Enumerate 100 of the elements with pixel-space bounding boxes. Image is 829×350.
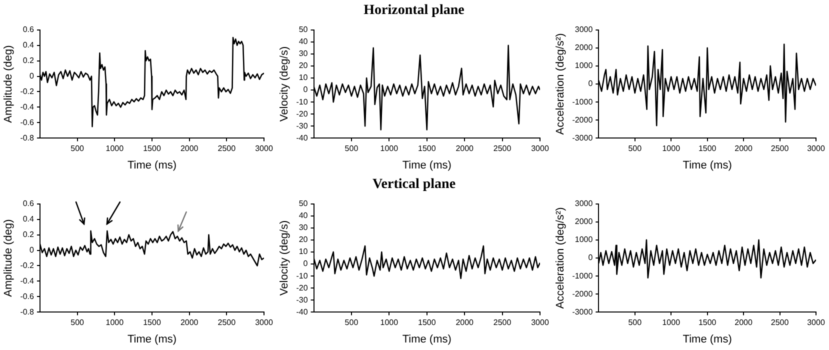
y-tick-label: -0.6 <box>20 118 35 127</box>
x-tick-label: 1500 <box>143 144 162 154</box>
y-tick-label: -1000 <box>572 271 594 280</box>
y-axis-title: Acceleration (deg/s²) <box>554 207 567 309</box>
y-tick-label: 3000 <box>574 199 594 208</box>
y-tick-label: -0.6 <box>20 292 35 301</box>
x-tick-label: 2000 <box>456 144 474 154</box>
x-tick-label: 500 <box>344 318 359 328</box>
y-tick-label: -0.4 <box>20 276 35 286</box>
x-tick-label: 1000 <box>380 318 399 328</box>
x-tick-label: 2000 <box>734 318 754 328</box>
y-tick-label: -20 <box>296 283 308 292</box>
y-tick-label: 0.6 <box>22 25 35 34</box>
y-tick-label: 50 <box>298 199 308 208</box>
y-tick-label: -20 <box>296 109 308 118</box>
y-axis-title: Amplitude (deg) <box>2 45 15 123</box>
x-tick-label: 1500 <box>418 318 436 328</box>
x-tick-label: 2500 <box>770 144 790 154</box>
x-tick-label: 1000 <box>662 144 681 154</box>
y-tick-label: 0.6 <box>22 199 35 208</box>
x-tick-label: 2000 <box>456 318 474 328</box>
x-tick-label: 2000 <box>180 318 199 328</box>
x-tick-label: 500 <box>628 144 642 154</box>
y-tick-label: 0 <box>30 71 35 80</box>
x-tick-label: 500 <box>70 144 85 154</box>
y-tick-label: 0.4 <box>22 40 35 50</box>
y-axis-title: Acceleration (deg/s²) <box>554 33 567 135</box>
x-tick-label: 1500 <box>698 144 717 154</box>
y-tick-label: -10 <box>296 97 308 106</box>
x-tick-label: 2000 <box>734 144 754 154</box>
x-axis-title: Time (ms) <box>127 333 177 346</box>
x-tick-label: 500 <box>70 318 85 328</box>
x-tick-label: 3000 <box>531 144 550 154</box>
y-axis-title: Velocity (deg/s) <box>278 46 291 122</box>
x-tick-label: 2500 <box>770 318 790 328</box>
x-tick-label: 500 <box>628 318 642 328</box>
x-tick-label: 3000 <box>255 318 274 328</box>
x-tick-label: 1000 <box>106 144 124 154</box>
y-tick-label: 0.4 <box>22 214 35 224</box>
y-tick-label: -3000 <box>572 307 594 316</box>
y-tick-label: 40 <box>298 211 308 220</box>
chart-title: Vertical plane <box>371 176 457 194</box>
y-tick-label: -0.8 <box>20 307 35 316</box>
y-tick-label: 0 <box>303 259 308 268</box>
x-axis-title: Time (ms) <box>402 333 452 346</box>
x-axis-title: Time (ms) <box>682 159 732 172</box>
x-tick-label: 3000 <box>807 144 826 154</box>
y-tick-label: -1000 <box>572 97 594 106</box>
y-tick-label: 30 <box>298 223 308 232</box>
y-tick-label: 0 <box>588 253 594 262</box>
y-axis-title: Amplitude (deg) <box>2 219 15 297</box>
y-tick-label: 40 <box>298 37 308 46</box>
y-tick-label: -0.8 <box>20 133 35 142</box>
y-tick-label: 0 <box>30 245 35 254</box>
x-tick-label: 500 <box>344 144 359 154</box>
y-tick-label: 20 <box>298 61 308 70</box>
x-tick-label: 3000 <box>255 144 274 154</box>
y-tick-label: -30 <box>296 121 308 130</box>
y-tick-label: -2000 <box>572 289 594 298</box>
x-tick-label: 2000 <box>180 144 199 154</box>
y-tick-label: 1000 <box>574 235 594 244</box>
y-tick-label: 30 <box>298 49 308 58</box>
y-tick-label: -2000 <box>572 115 594 124</box>
x-axis-title: Time (ms) <box>402 159 452 172</box>
x-tick-label: 3000 <box>807 318 826 328</box>
x-axis-title: Time (ms) <box>127 159 177 172</box>
y-tick-label: 10 <box>298 247 308 256</box>
y-axis-title: Velocity (deg/s) <box>278 220 291 296</box>
x-tick-label: 2500 <box>493 318 512 328</box>
y-tick-label: 10 <box>298 73 308 82</box>
chart-title: Horizontal plane <box>362 2 466 20</box>
x-tick-label: 1000 <box>106 318 124 328</box>
y-tick-label: -30 <box>296 295 308 304</box>
y-tick-label: 0 <box>303 85 308 94</box>
x-tick-label: 1500 <box>418 144 436 154</box>
y-tick-label: 0 <box>588 79 594 88</box>
x-tick-label: 2500 <box>218 144 236 154</box>
x-tick-label: 1500 <box>698 318 717 328</box>
y-tick-label: 1000 <box>574 61 594 70</box>
y-tick-label: 0.2 <box>22 56 35 65</box>
y-tick-label: 3000 <box>574 25 594 34</box>
y-tick-label: 0.2 <box>22 230 35 239</box>
y-tick-label: -0.4 <box>20 102 35 112</box>
x-tick-label: 3000 <box>531 318 550 328</box>
y-tick-label: -0.2 <box>20 260 35 270</box>
y-tick-label: 50 <box>298 25 308 34</box>
y-tick-label: -40 <box>296 133 308 142</box>
x-tick-label: 1000 <box>662 318 681 328</box>
y-tick-label: 2000 <box>574 43 594 52</box>
y-tick-label: -3000 <box>572 133 594 142</box>
x-axis-title: Time (ms) <box>682 333 732 346</box>
x-tick-label: 1000 <box>380 144 399 154</box>
y-tick-label: 20 <box>298 235 308 244</box>
y-tick-label: -40 <box>296 307 308 316</box>
y-tick-label: -0.2 <box>20 86 35 96</box>
x-tick-label: 1500 <box>143 318 162 328</box>
y-tick-label: 2000 <box>574 217 594 226</box>
y-tick-label: -10 <box>296 271 308 280</box>
x-tick-label: 2500 <box>218 318 236 328</box>
x-tick-label: 2500 <box>493 144 512 154</box>
